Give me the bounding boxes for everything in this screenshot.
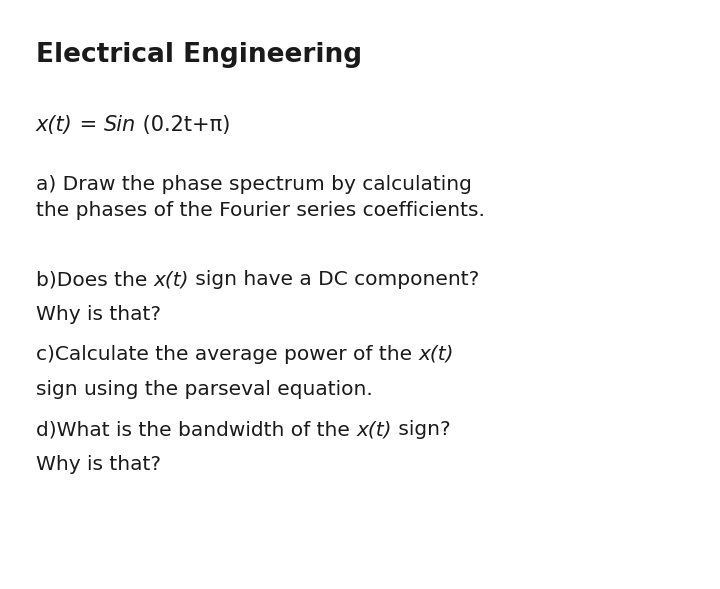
Text: x(t): x(t) xyxy=(356,420,392,439)
Text: Electrical Engineering: Electrical Engineering xyxy=(36,42,362,68)
Text: Sin: Sin xyxy=(104,115,136,135)
Text: c)Calculate the average power of the: c)Calculate the average power of the xyxy=(36,345,418,364)
Text: sign using the parseval equation.: sign using the parseval equation. xyxy=(36,380,373,399)
Text: (0.2t+π): (0.2t+π) xyxy=(136,115,230,135)
Text: x(t): x(t) xyxy=(418,345,454,364)
Text: Why is that?: Why is that? xyxy=(36,305,161,324)
Text: sign?: sign? xyxy=(392,420,451,439)
Text: sign have a DC component?: sign have a DC component? xyxy=(189,270,480,289)
Text: =: = xyxy=(73,115,104,135)
Text: Why is that?: Why is that? xyxy=(36,455,161,474)
Text: x(t): x(t) xyxy=(154,270,189,289)
Text: d)What is the bandwidth of the: d)What is the bandwidth of the xyxy=(36,420,356,439)
Text: b)Does the: b)Does the xyxy=(36,270,154,289)
Text: x(t): x(t) xyxy=(36,115,73,135)
Text: a) Draw the phase spectrum by calculating
the phases of the Fourier series coeff: a) Draw the phase spectrum by calculatin… xyxy=(36,175,485,220)
